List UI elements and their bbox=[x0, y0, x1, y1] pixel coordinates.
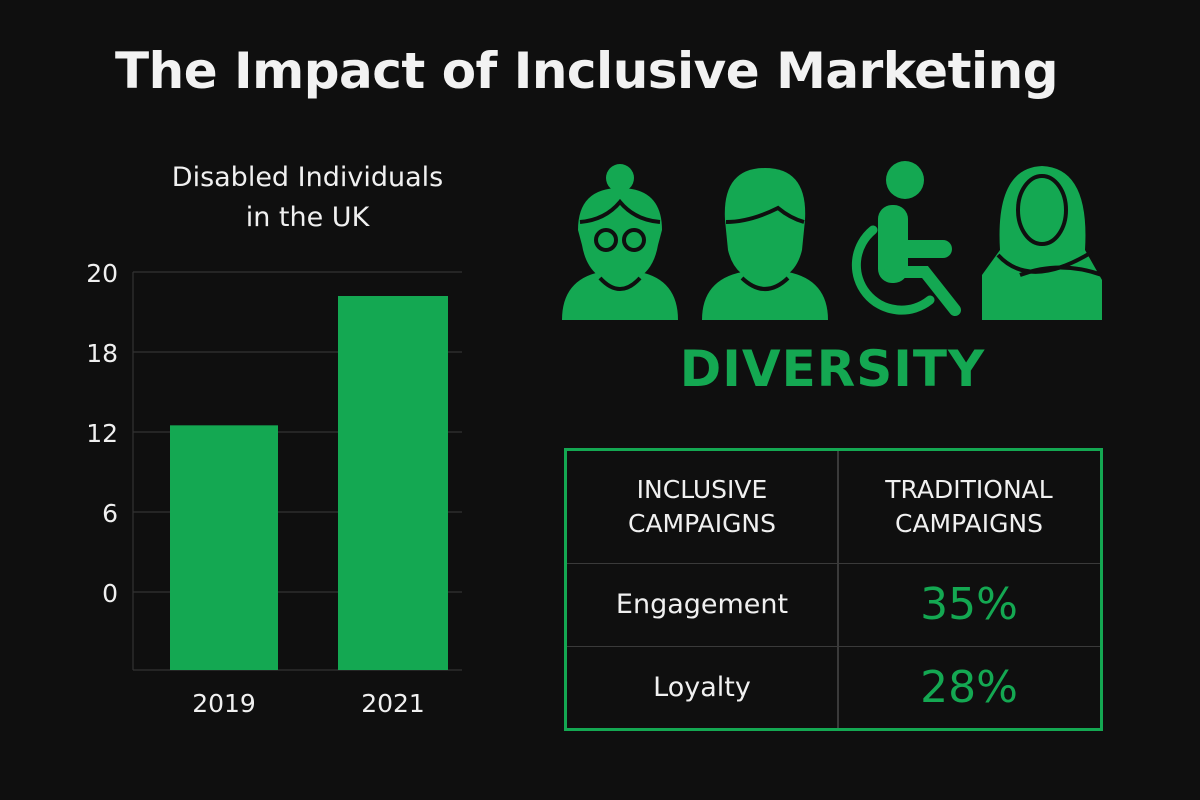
chart-title-line-1: Disabled Individuals bbox=[171, 162, 444, 193]
bar-2021 bbox=[338, 296, 448, 670]
table-row: Loyalty 28% bbox=[567, 647, 1100, 728]
table-row: Engagement 35% bbox=[567, 563, 1100, 647]
woman-with-glasses-icon bbox=[562, 164, 678, 320]
y-tick-label: 18 bbox=[86, 339, 118, 368]
divider bbox=[837, 563, 839, 646]
table-header-row: INCLUSIVE CAMPAIGNS TRADITIONAL CAMPAIGN… bbox=[567, 451, 1100, 564]
y-tick-label: 12 bbox=[86, 419, 118, 448]
row-value: 35% bbox=[920, 579, 1018, 630]
divider bbox=[837, 647, 839, 728]
wheelchair-icon bbox=[851, 161, 961, 316]
y-tick-label: 20 bbox=[86, 259, 118, 288]
x-tick-label: 2021 bbox=[361, 689, 425, 718]
y-tick-label: 6 bbox=[102, 499, 118, 528]
bar-chart: 20 18 12 6 0 2019 2021 bbox=[86, 259, 462, 718]
page-title: The Impact of Inclusive Marketing bbox=[115, 42, 1059, 100]
man-icon bbox=[702, 168, 828, 320]
x-tick-label: 2019 bbox=[192, 689, 256, 718]
header-inclusive: INCLUSIVE CAMPAIGNS bbox=[627, 475, 777, 538]
row-value: 28% bbox=[920, 662, 1018, 713]
diversity-icons bbox=[560, 160, 1105, 330]
chart-title-line-2: in the UK bbox=[245, 202, 370, 233]
row-label: Loyalty bbox=[653, 672, 751, 703]
comparison-table: INCLUSIVE CAMPAIGNS TRADITIONAL CAMPAIGN… bbox=[564, 448, 1103, 731]
y-tick-label: 0 bbox=[102, 579, 118, 608]
header-traditional: TRADITIONAL CAMPAIGNS bbox=[885, 475, 1053, 538]
woman-in-hijab-icon bbox=[982, 166, 1103, 320]
divider bbox=[837, 451, 839, 563]
chart-title: Disabled Individuals in the UK bbox=[120, 158, 495, 238]
bar-2019 bbox=[170, 425, 278, 670]
row-label: Engagement bbox=[615, 589, 789, 620]
diversity-label: DIVERSITY bbox=[679, 340, 986, 398]
